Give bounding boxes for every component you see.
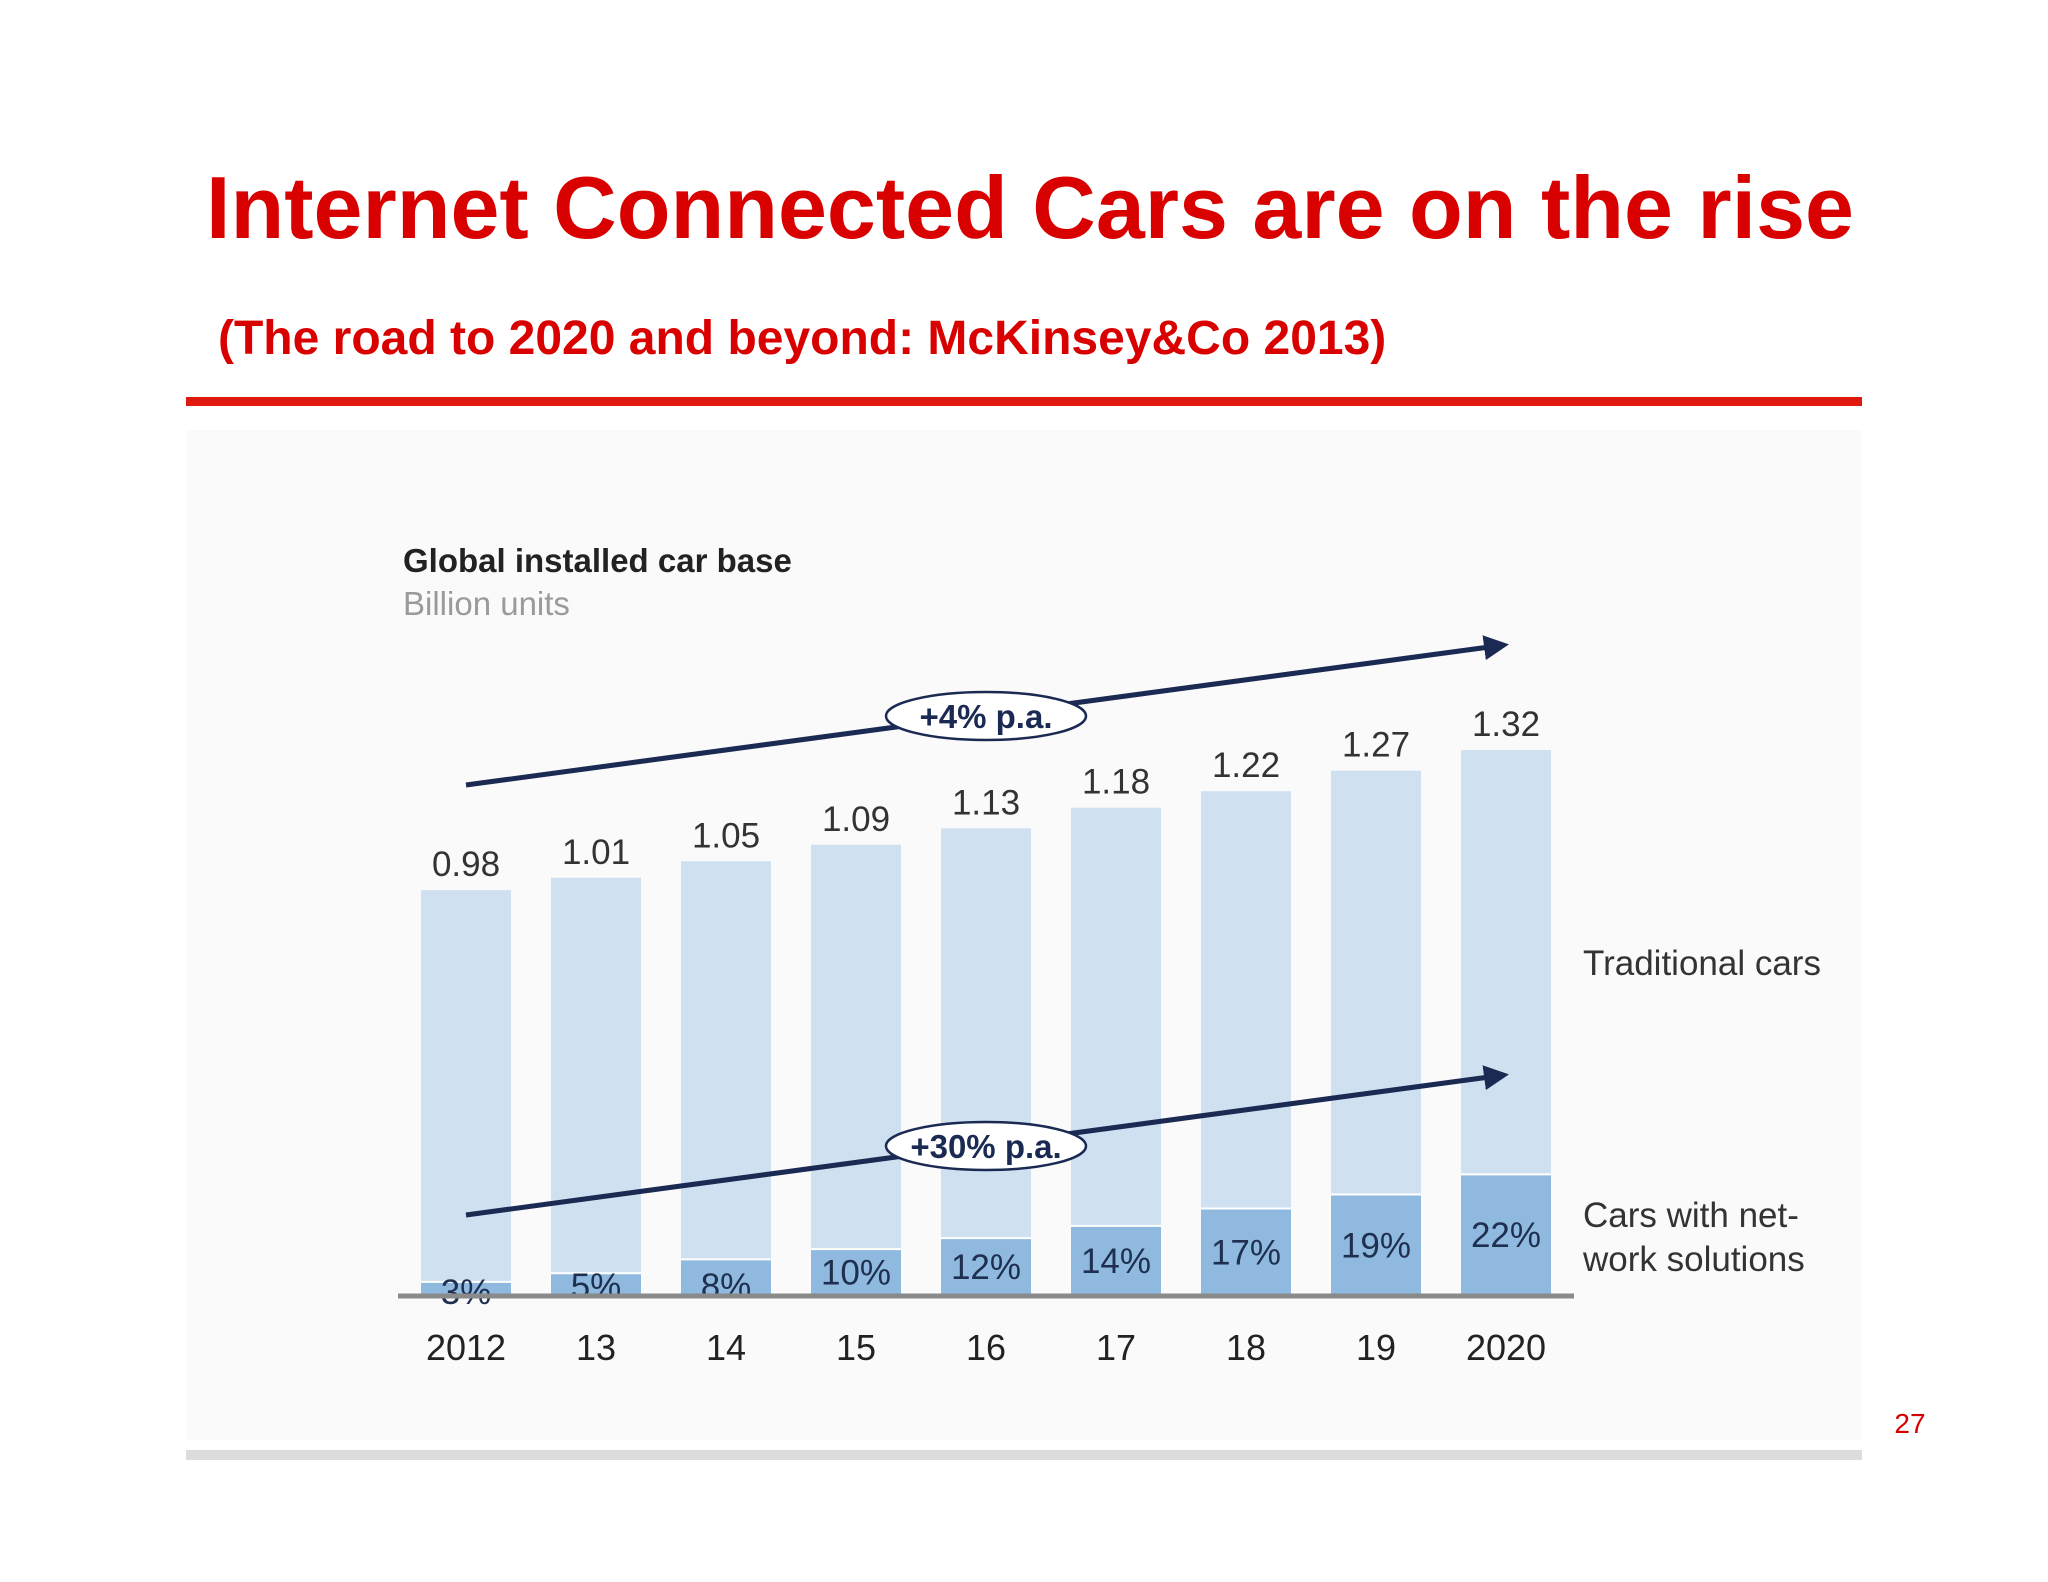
title-divider [186, 397, 1862, 406]
network_growth-badge [884, 1120, 1088, 1172]
bar-network-7 [1331, 1194, 1421, 1294]
x-tick-label-6: 18 [1226, 1327, 1266, 1368]
legend: Traditional cars Cars with net-work solut… [1582, 944, 1821, 1279]
bar-traditional-0 [421, 890, 511, 1282]
bar-network-1 [551, 1273, 641, 1294]
total-label-1: 1.01 [562, 833, 630, 872]
x-tick-label-3: 15 [836, 1327, 876, 1368]
x-tick-label-0: 2012 [426, 1327, 506, 1368]
bar-traditional-7 [1331, 770, 1421, 1195]
bar-traditional-1 [551, 877, 641, 1274]
bar-network-8 [1461, 1174, 1551, 1294]
share-label-6: 17% [1211, 1233, 1281, 1272]
total-label-2: 1.05 [692, 816, 760, 855]
bar-network-4 [941, 1238, 1031, 1294]
share-label-4: 12% [951, 1248, 1021, 1287]
share-label-1: 5% [571, 1267, 622, 1306]
share-label-5: 14% [1081, 1242, 1151, 1281]
legend-traditional-cars: Traditional cars [1583, 944, 1821, 983]
share-label-3: 10% [821, 1254, 891, 1293]
total-label-4: 1.13 [952, 783, 1020, 822]
total_growth-badge [884, 690, 1088, 742]
total-label-0: 0.98 [432, 845, 500, 884]
chart-panel: Global installed car base Billion units … [186, 430, 1862, 1440]
share-label-0: 3% [441, 1273, 492, 1312]
share-label-2: 8% [701, 1267, 752, 1306]
car-base-chart: Global installed car base Billion units … [398, 542, 1821, 1368]
network_growth-label: +30% p.a. [910, 1128, 1061, 1165]
bar-traditional-6 [1201, 791, 1291, 1209]
bar-traditional-8 [1461, 750, 1551, 1175]
slide-subtitle: (The road to 2020 and beyond: McKinsey&C… [218, 312, 1387, 365]
bar-network-3 [811, 1249, 901, 1294]
bar-network-6 [1201, 1208, 1291, 1294]
legend-network-cars-line-0: Cars with net- [1583, 1196, 1799, 1235]
x-tick-label-4: 16 [966, 1327, 1006, 1368]
x-tick-label-7: 19 [1356, 1327, 1396, 1368]
total-label-8: 1.32 [1472, 705, 1540, 744]
bar-traditional-4 [941, 828, 1031, 1239]
bars-group: 0.98 3% 2012 1.01 5% 13 1.05 8% 14 1.09 10% 15 1.13 1… [398, 705, 1574, 1368]
bar-network-2 [681, 1259, 771, 1294]
slide-title: Internet Connected Cars are on the rise … [206, 158, 1854, 365]
bar-traditional-2 [681, 861, 771, 1260]
x-tick-label-2: 14 [706, 1327, 746, 1368]
total-label-6: 1.22 [1212, 746, 1280, 785]
share-label-7: 19% [1341, 1226, 1411, 1265]
bar-network-5 [1071, 1225, 1161, 1294]
footer-divider [186, 1450, 1862, 1460]
growth-annotations: +4% p.a. +30% p.a. [465, 635, 1509, 1218]
x-tick-label-1: 13 [576, 1327, 616, 1368]
total_growth-label: +4% p.a. [920, 698, 1053, 735]
chart-title: Global installed car base [403, 542, 792, 579]
total-label-5: 1.18 [1082, 763, 1150, 802]
page-number: 27 [1894, 1408, 1926, 1439]
total-label-7: 1.27 [1342, 726, 1410, 765]
bar-traditional-3 [811, 844, 901, 1250]
chart-unit: Billion units [403, 585, 570, 622]
x-tick-label-8: 2020 [1466, 1327, 1546, 1368]
bar-network-0 [421, 1281, 511, 1294]
share-label-8: 22% [1471, 1216, 1541, 1255]
total-label-3: 1.09 [822, 800, 890, 839]
legend-network-cars-line-1: work solutions [1582, 1240, 1805, 1279]
bar-traditional-5 [1071, 807, 1161, 1226]
x-tick-label-5: 17 [1096, 1327, 1136, 1368]
